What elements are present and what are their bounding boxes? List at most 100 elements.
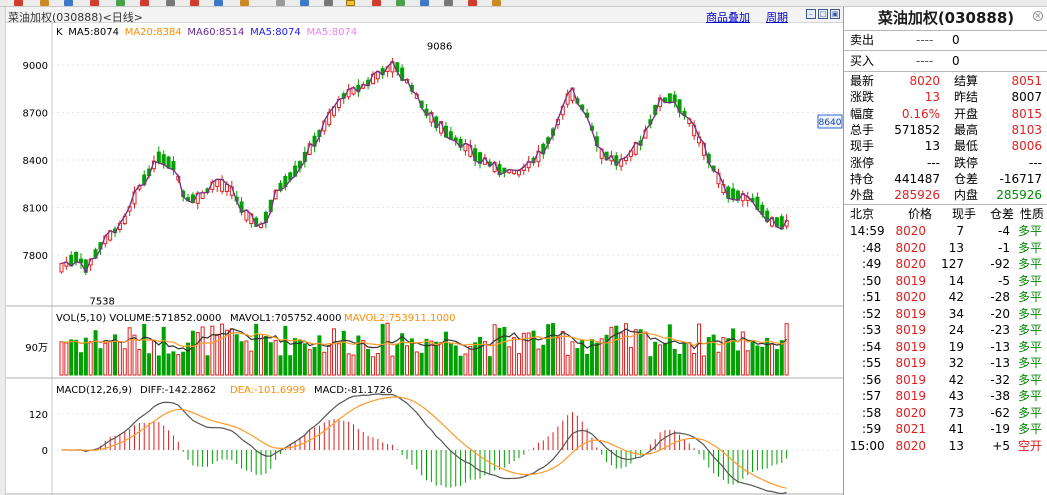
volume-bar bbox=[103, 342, 108, 376]
volume-bar bbox=[682, 341, 687, 376]
macd-axis-label: 0 bbox=[42, 446, 48, 457]
volume-legend-item: MAVOL1:705752.4000 bbox=[230, 313, 341, 324]
macd-legend-item: DEA:-101.6999 bbox=[230, 385, 305, 396]
toolbar-icon[interactable] bbox=[90, 0, 99, 6]
volume-bar bbox=[726, 338, 731, 376]
stat-label: 现手 bbox=[850, 139, 875, 154]
volume-bar bbox=[750, 340, 755, 376]
toolbar-icon[interactable] bbox=[420, 0, 429, 6]
period-button[interactable]: 周期 bbox=[766, 11, 788, 24]
tick-volume: 34 bbox=[948, 306, 964, 321]
stat-row: 幅度 0.16% 开盘 8015 bbox=[844, 106, 1047, 122]
volume-bar bbox=[628, 346, 633, 376]
tick-price: 8020 bbox=[895, 240, 926, 255]
candle-body bbox=[74, 251, 79, 263]
toolbar-icon[interactable] bbox=[276, 0, 285, 6]
low-price-label: 7538 bbox=[89, 296, 114, 307]
tick-row: :54 8019 19 -13 多平 bbox=[844, 339, 1047, 355]
price-axis-label: 9000 bbox=[23, 61, 48, 72]
volume-bar bbox=[200, 326, 205, 376]
ticks-header-price: 价格 bbox=[908, 207, 933, 221]
minimize-icon[interactable]: – bbox=[806, 9, 816, 19]
toolbar-icon[interactable] bbox=[64, 0, 73, 6]
maximize-icon[interactable]: ▣ bbox=[830, 9, 840, 19]
toolbar-icon[interactable] bbox=[468, 0, 477, 6]
stat-value: --- bbox=[1029, 155, 1042, 170]
tick-time: :51 bbox=[862, 290, 882, 304]
volume-bar bbox=[59, 341, 64, 376]
volume-bar bbox=[453, 345, 458, 376]
toolbar-icon[interactable] bbox=[214, 0, 223, 6]
price-axis-label: 8100 bbox=[23, 204, 48, 215]
restore-icon[interactable]: □ bbox=[818, 9, 828, 19]
tick-diff: -38 bbox=[990, 389, 1010, 403]
volume-bar bbox=[205, 355, 210, 376]
volume-bar bbox=[439, 342, 444, 376]
volume-bar bbox=[512, 337, 517, 376]
chart-canvas[interactable]: 9000 8700 8400 8100 7800 K MA5:8074 MA20:8384 MA… bbox=[6, 23, 843, 495]
toolbar-icon[interactable] bbox=[140, 0, 149, 6]
volume-bar bbox=[259, 334, 264, 376]
close-icon[interactable]: × bbox=[1033, 11, 1043, 21]
overlay-commodity-button[interactable]: 商品叠加 bbox=[706, 11, 750, 24]
stat-label: 最低 bbox=[954, 139, 979, 154]
stat-value: 8006 bbox=[1011, 139, 1042, 154]
ma60-line bbox=[61, 60, 788, 274]
volume-bar bbox=[244, 340, 249, 376]
volume-bar bbox=[341, 330, 346, 376]
stat-value: --- bbox=[927, 155, 940, 170]
toolbar-icon[interactable] bbox=[190, 0, 199, 6]
volume-bar bbox=[667, 324, 672, 376]
tick-nature: 多平 bbox=[1017, 240, 1042, 255]
volume-bar bbox=[458, 355, 463, 376]
volume-bar bbox=[322, 351, 327, 376]
volume-bar bbox=[443, 331, 448, 376]
stat-row: 涨停 --- 跌停 --- bbox=[844, 155, 1047, 171]
toolbar-icon[interactable] bbox=[324, 0, 333, 6]
volume-bar bbox=[507, 346, 512, 376]
toolbar-icon[interactable] bbox=[14, 0, 23, 6]
volume-bar bbox=[521, 332, 526, 376]
tick-time: :58 bbox=[862, 405, 882, 420]
volume-bar bbox=[117, 341, 122, 376]
toolbar-icon[interactable] bbox=[240, 0, 249, 6]
volume-bar bbox=[497, 327, 502, 376]
toolbar-icon[interactable] bbox=[396, 0, 405, 6]
tick-diff: -62 bbox=[990, 405, 1010, 420]
volume-bar bbox=[127, 327, 132, 376]
volume-bar bbox=[526, 332, 531, 376]
toolbar-icon[interactable] bbox=[492, 0, 501, 6]
stat-value: 8007 bbox=[1011, 90, 1042, 105]
volume-bar bbox=[220, 323, 225, 376]
volume-bar bbox=[142, 323, 147, 376]
tick-time: :56 bbox=[862, 372, 882, 387]
stat-row: 持仓 441487 仓差 -16717 bbox=[844, 171, 1047, 187]
tick-time: 14:59 bbox=[850, 224, 885, 238]
kline-chart-panel[interactable]: 菜油加权(030888)<日线> 商品叠加 周期 – □ ▣ 9000 8700 8… bbox=[6, 7, 843, 495]
toolbar-icon[interactable] bbox=[300, 0, 309, 6]
toolbar-icon[interactable] bbox=[116, 0, 125, 6]
volume-bar bbox=[224, 329, 229, 376]
volume-bar bbox=[731, 328, 736, 376]
tick-nature: 多平 bbox=[1017, 323, 1042, 337]
stat-row: 涨跌 13 昨结 8007 bbox=[844, 89, 1047, 105]
volume-bar bbox=[755, 345, 760, 376]
volume-bar bbox=[648, 356, 653, 376]
tick-diff: -19 bbox=[990, 422, 1010, 436]
toolbar-icon[interactable] bbox=[40, 0, 49, 6]
volume-bar bbox=[302, 343, 307, 376]
tick-row: :52 8019 34 -20 多平 bbox=[844, 306, 1047, 322]
main-legend-item: MA60:8514 bbox=[187, 27, 244, 38]
sell-row: 卖出 ---- 0 bbox=[844, 32, 1047, 48]
toolbar-icon[interactable] bbox=[372, 0, 381, 6]
toolbar-icon[interactable] bbox=[166, 0, 175, 6]
tick-time: 15:00 bbox=[850, 438, 885, 453]
toolbar-icon[interactable] bbox=[346, 0, 355, 6]
stat-row: 最新 8020 结算 8051 bbox=[844, 73, 1047, 89]
toolbar-icon[interactable] bbox=[444, 0, 453, 6]
volume-bar bbox=[463, 353, 468, 376]
tick-price: 8019 bbox=[895, 356, 926, 370]
volume-bar bbox=[473, 342, 478, 376]
macd-legend-item: DIFF:-142.2862 bbox=[140, 385, 216, 396]
volume-bar bbox=[366, 349, 371, 376]
